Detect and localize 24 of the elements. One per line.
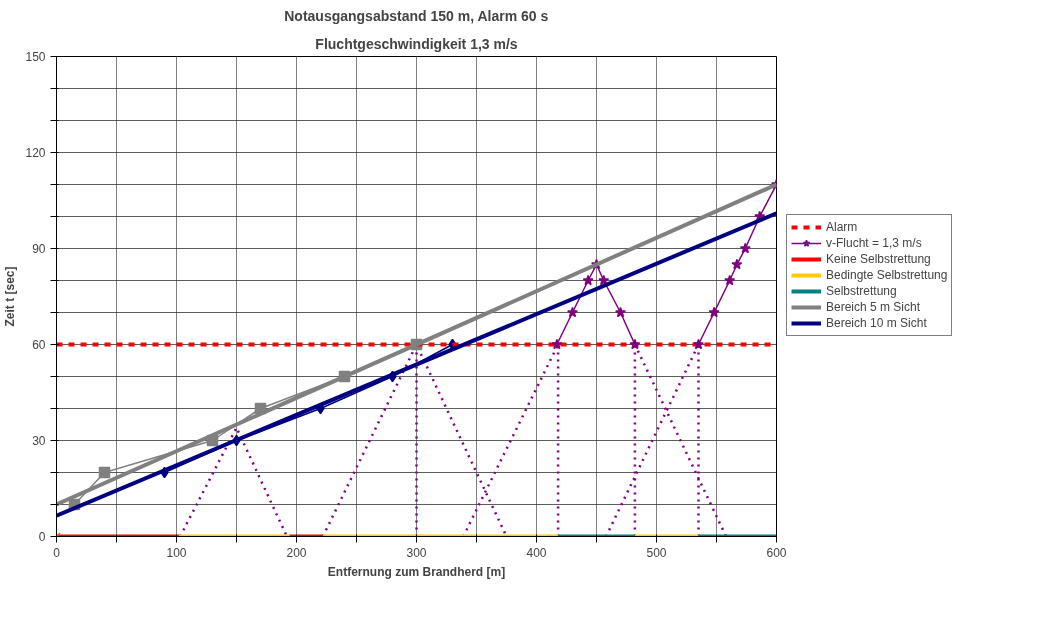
x-tick-label: 200	[286, 545, 307, 560]
y-tick-label: 30	[32, 434, 46, 448]
chart-subtitle: Fluchtgeschwindigkeit 1,3 m/s	[315, 35, 518, 52]
legend-label: v-Flucht = 1,3 m/s	[826, 235, 922, 251]
y-tick-label: 90	[32, 242, 46, 256]
legend-label: Bereich 5 m Sicht	[826, 299, 921, 315]
x-tick-label: 0	[53, 545, 61, 560]
y-tick-label: 120	[25, 146, 46, 160]
x-tick-label: 400	[526, 545, 547, 560]
legend-label: Alarm	[826, 219, 858, 235]
x-tick-label: 500	[646, 545, 667, 560]
x-tick-label: 300	[406, 545, 427, 560]
legend-label: Keine Selbstrettung	[826, 251, 931, 267]
y-tick-label: 60	[32, 338, 46, 352]
x-tick-label: 100	[166, 545, 187, 560]
x-axis-title: Entfernung zum Brandherd [m]	[327, 564, 506, 579]
legend-label: Bedingte Selbstrettung	[826, 267, 948, 283]
y-tick-label: 0	[38, 530, 46, 544]
legend-label: Selbstrettung	[826, 283, 897, 299]
legend-label: Bereich 10 m Sicht	[826, 315, 927, 331]
y-axis-title: Zeit t [sec]	[3, 266, 18, 327]
chart-title: Notausgangsabstand 150 m, Alarm 60 s	[284, 7, 549, 24]
x-tick-label: 600	[766, 545, 787, 560]
y-tick-label: 150	[25, 50, 46, 64]
